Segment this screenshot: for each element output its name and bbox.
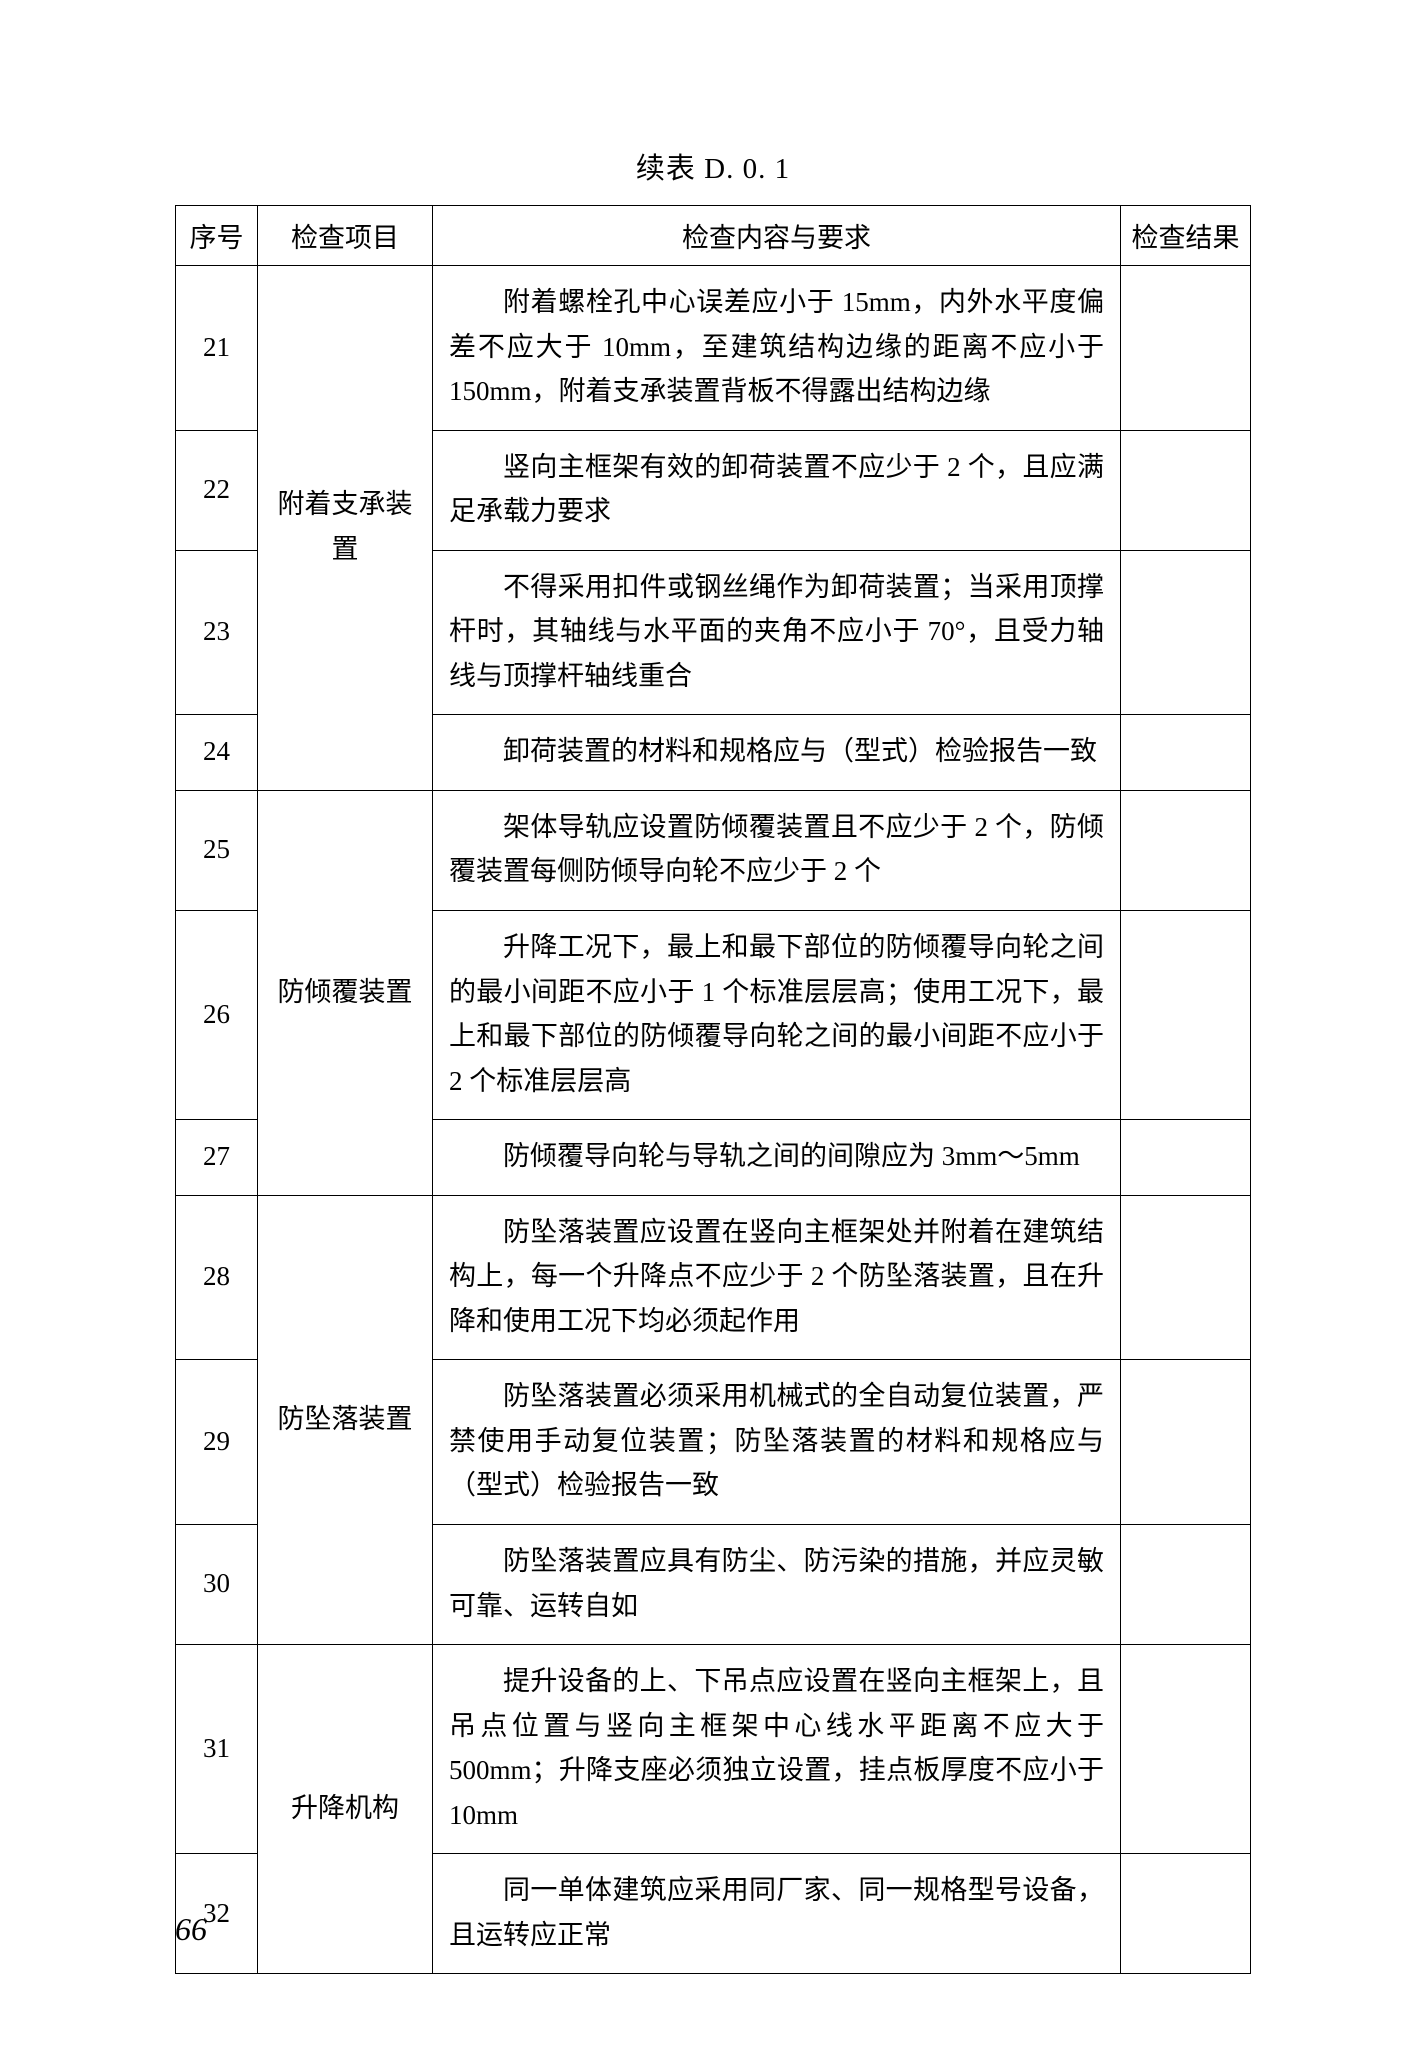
cell-result	[1121, 550, 1251, 715]
header-result: 检查结果	[1121, 206, 1251, 266]
cell-content: 防坠落装置应设置在竖向主框架处并附着在建筑结构上，每一个升降点不应少于 2 个防…	[433, 1195, 1121, 1360]
cell-content: 同一单体建筑应采用同厂家、同一规格型号设备，且运转应正常	[433, 1854, 1121, 1974]
cell-content: 卸荷装置的材料和规格应与（型式）检验报告一致	[433, 715, 1121, 791]
cell-result	[1121, 1360, 1251, 1525]
cell-num: 30	[176, 1525, 258, 1645]
cell-content: 防坠落装置应具有防尘、防污染的措施，并应灵敏可靠、运转自如	[433, 1525, 1121, 1645]
cell-num: 25	[176, 790, 258, 910]
cell-content: 附着螺栓孔中心误差应小于 15mm，内外水平度偏差不应大于 10mm，至建筑结构…	[433, 266, 1121, 431]
cell-num: 23	[176, 550, 258, 715]
header-num: 序号	[176, 206, 258, 266]
cell-num: 24	[176, 715, 258, 791]
cell-content: 提升设备的上、下吊点应设置在竖向主框架上，且吊点位置与竖向主框架中心线水平距离不…	[433, 1645, 1121, 1854]
cell-item: 升降机构	[258, 1645, 433, 1974]
cell-content: 防倾覆导向轮与导轨之间的间隙应为 3mm～5mm	[433, 1120, 1121, 1196]
cell-num: 31	[176, 1645, 258, 1854]
cell-num: 26	[176, 911, 258, 1120]
cell-result	[1121, 1195, 1251, 1360]
cell-content: 架体导轨应设置防倾覆装置且不应少于 2 个，防倾覆装置每侧防倾导向轮不应少于 2…	[433, 790, 1121, 910]
cell-result	[1121, 911, 1251, 1120]
cell-num: 22	[176, 430, 258, 550]
header-item: 检查项目	[258, 206, 433, 266]
table-caption: 续表 D. 0. 1	[175, 145, 1251, 187]
cell-content: 升降工况下，最上和最下部位的防倾覆导向轮之间的最小间距不应小于 1 个标准层层高…	[433, 911, 1121, 1120]
cell-result	[1121, 430, 1251, 550]
cell-content: 竖向主框架有效的卸荷装置不应少于 2 个，且应满足承载力要求	[433, 430, 1121, 550]
table-row: 28防坠落装置防坠落装置应设置在竖向主框架处并附着在建筑结构上，每一个升降点不应…	[176, 1195, 1251, 1360]
cell-result	[1121, 1645, 1251, 1854]
cell-result	[1121, 1525, 1251, 1645]
cell-item: 附着支承装置	[258, 266, 433, 791]
cell-result	[1121, 790, 1251, 910]
cell-result	[1121, 1854, 1251, 1974]
cell-num: 28	[176, 1195, 258, 1360]
cell-result	[1121, 1120, 1251, 1196]
table-row: 25防倾覆装置架体导轨应设置防倾覆装置且不应少于 2 个，防倾覆装置每侧防倾导向…	[176, 790, 1251, 910]
page-number: 66	[175, 1911, 207, 1948]
cell-result	[1121, 715, 1251, 791]
header-content: 检查内容与要求	[433, 206, 1121, 266]
cell-result	[1121, 266, 1251, 431]
cell-num: 29	[176, 1360, 258, 1525]
cell-num: 27	[176, 1120, 258, 1196]
cell-item: 防倾覆装置	[258, 790, 433, 1195]
cell-item: 防坠落装置	[258, 1195, 433, 1644]
table-row: 31升降机构提升设备的上、下吊点应设置在竖向主框架上，且吊点位置与竖向主框架中心…	[176, 1645, 1251, 1854]
cell-content: 防坠落装置必须采用机械式的全自动复位装置，严禁使用手动复位装置；防坠落装置的材料…	[433, 1360, 1121, 1525]
table-header-row: 序号 检查项目 检查内容与要求 检查结果	[176, 206, 1251, 266]
inspection-table: 序号 检查项目 检查内容与要求 检查结果 21附着支承装置附着螺栓孔中心误差应小…	[175, 205, 1251, 1974]
cell-num: 21	[176, 266, 258, 431]
table-row: 21附着支承装置附着螺栓孔中心误差应小于 15mm，内外水平度偏差不应大于 10…	[176, 266, 1251, 431]
cell-content: 不得采用扣件或钢丝绳作为卸荷装置；当采用顶撑杆时，其轴线与水平面的夹角不应小于 …	[433, 550, 1121, 715]
